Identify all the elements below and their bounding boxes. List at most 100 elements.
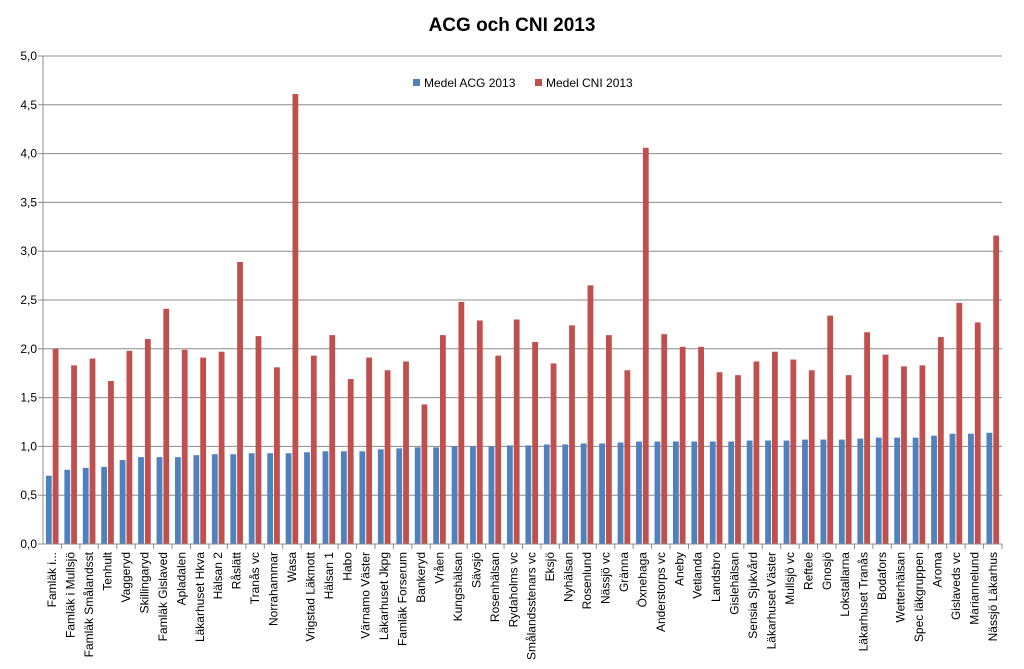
x-tick-label: Bodafors bbox=[875, 552, 889, 600]
bar-cni bbox=[974, 322, 981, 544]
bar-acg bbox=[119, 460, 126, 544]
x-tick-label: Sensia Sjukvård bbox=[746, 552, 760, 639]
y-tick-label: 2,5 bbox=[20, 293, 37, 307]
y-tick-label: 0,5 bbox=[20, 488, 37, 502]
bar-cni bbox=[403, 361, 409, 544]
x-tick-label: Rosenlund bbox=[580, 552, 594, 609]
bar-cni bbox=[569, 325, 575, 544]
bar-acg bbox=[414, 447, 421, 544]
bar-cni bbox=[181, 349, 188, 544]
x-tick-label: Kungshälsan bbox=[451, 552, 465, 621]
bar-cni bbox=[89, 358, 96, 544]
x-tick-label: Gislaveds vc bbox=[949, 552, 963, 620]
bar-cni bbox=[901, 366, 907, 544]
bar-acg bbox=[875, 437, 882, 544]
x-tick-label: Reftele bbox=[801, 552, 815, 590]
bar-acg bbox=[64, 469, 71, 544]
bar-acg bbox=[543, 444, 550, 544]
bar-acg bbox=[211, 454, 218, 544]
bar-acg bbox=[672, 441, 679, 544]
bar-cni bbox=[624, 370, 631, 544]
legend-swatch bbox=[535, 79, 542, 86]
bar-cni bbox=[735, 375, 741, 544]
x-tick-label: Läkarhuset Väster bbox=[764, 552, 778, 649]
x-tick-label: Anderstorps vc bbox=[654, 552, 668, 632]
x-tick-label: Famläk Gislaved bbox=[156, 552, 170, 641]
chart-title: ACG och CNI 2013 bbox=[429, 15, 596, 36]
bar-cni bbox=[218, 351, 225, 544]
x-tick-label: Smålandsstenars vc bbox=[525, 552, 539, 660]
bar-acg bbox=[968, 433, 974, 544]
bar-cni bbox=[421, 404, 428, 544]
x-tick-label: Eksjö bbox=[543, 552, 557, 582]
bars bbox=[45, 94, 1000, 545]
x-tick-label: Gnosjö bbox=[820, 552, 834, 590]
x-tick-label: Famläk Smålandsst bbox=[82, 551, 96, 657]
bar-cni bbox=[956, 302, 963, 544]
y-tick-label: 5,0 bbox=[20, 49, 37, 63]
legend-swatch bbox=[413, 79, 420, 86]
x-tick-label: Aneby bbox=[672, 552, 686, 586]
y-axis: 0,0 0,5 1,0 1,5 2,0 2,5 3,0 3,5 4,0 4,5 5,0 bbox=[20, 49, 44, 551]
bar-cni bbox=[605, 335, 612, 544]
bar-cni bbox=[771, 351, 778, 544]
bar-acg bbox=[451, 446, 458, 544]
bar-acg bbox=[304, 452, 310, 544]
x-tick-label: Nyhälsan bbox=[562, 552, 576, 602]
x-tick-label: Läkarhuset Hkva bbox=[193, 552, 207, 642]
x-tick-label: Skillingaryd bbox=[137, 552, 151, 613]
bar-acg bbox=[82, 467, 89, 544]
x-tick-label: Spec läkgruppen bbox=[912, 552, 926, 642]
bar-cni bbox=[237, 261, 243, 544]
bar-cni bbox=[310, 355, 317, 544]
x-tick-label: Hälsan 2 bbox=[211, 552, 225, 600]
x-tick-label: Värnamo Väster bbox=[359, 552, 373, 639]
bar-cni bbox=[679, 346, 686, 544]
bar-acg bbox=[802, 439, 808, 544]
bar-acg bbox=[340, 451, 347, 544]
bar-acg bbox=[654, 441, 661, 544]
y-tick-label: 0,0 bbox=[20, 537, 37, 551]
bar-acg bbox=[322, 451, 329, 544]
x-tick-label: Vråen bbox=[433, 552, 447, 584]
bar-acg bbox=[636, 441, 642, 544]
legend-label: Medel ACG 2013 bbox=[424, 76, 516, 90]
bar-cni bbox=[937, 337, 944, 544]
x-tick-label: Tenhult bbox=[101, 551, 115, 590]
x-tick-label: Läkarhuset Jkpg bbox=[377, 552, 391, 640]
x-tick-label: Mariannelund bbox=[967, 552, 981, 625]
y-tick-label: 4,0 bbox=[20, 147, 37, 161]
x-tick-label: Gränna bbox=[617, 552, 631, 592]
bar-acg bbox=[562, 444, 569, 544]
bar-cni bbox=[790, 359, 797, 544]
x-tick-label: Apladalen bbox=[174, 552, 188, 605]
bar-cni bbox=[108, 381, 114, 544]
bar-acg bbox=[156, 457, 163, 544]
bar-acg bbox=[599, 443, 605, 544]
x-tick-label: Famläk Forserum bbox=[396, 552, 410, 646]
bar-cni bbox=[163, 308, 170, 544]
bar-cni bbox=[384, 370, 391, 544]
bar-cni bbox=[52, 348, 59, 544]
x-tick-label: Lokstallarna bbox=[838, 552, 852, 617]
bar-cni bbox=[864, 332, 870, 544]
x-tick-label: Aroma bbox=[930, 552, 944, 588]
x-tick-label: Gislehälsan bbox=[728, 552, 742, 615]
x-tick-label: Tranås vc bbox=[248, 552, 262, 604]
y-tick-label: 3,0 bbox=[20, 244, 37, 258]
bar-acg bbox=[728, 441, 735, 544]
bar-cni bbox=[347, 379, 354, 544]
bar-cni bbox=[71, 365, 77, 544]
bar-acg bbox=[377, 449, 384, 544]
bar-cni bbox=[882, 354, 889, 544]
bar-cni bbox=[476, 320, 483, 544]
bar-acg bbox=[820, 439, 827, 544]
x-tick-label: Famläk i... bbox=[45, 552, 59, 607]
bar-cni bbox=[845, 375, 852, 544]
x-tick-label: Rosenhälsan bbox=[488, 552, 502, 622]
x-tick-label: Norrahammar bbox=[267, 552, 281, 626]
x-axis: Famläk i... Famläk i Mullsjö Famläk Smålan… bbox=[43, 543, 1003, 660]
x-tick-label: Nässjö vc bbox=[598, 552, 612, 604]
x-tick-label: Öxnehaga bbox=[635, 552, 649, 608]
